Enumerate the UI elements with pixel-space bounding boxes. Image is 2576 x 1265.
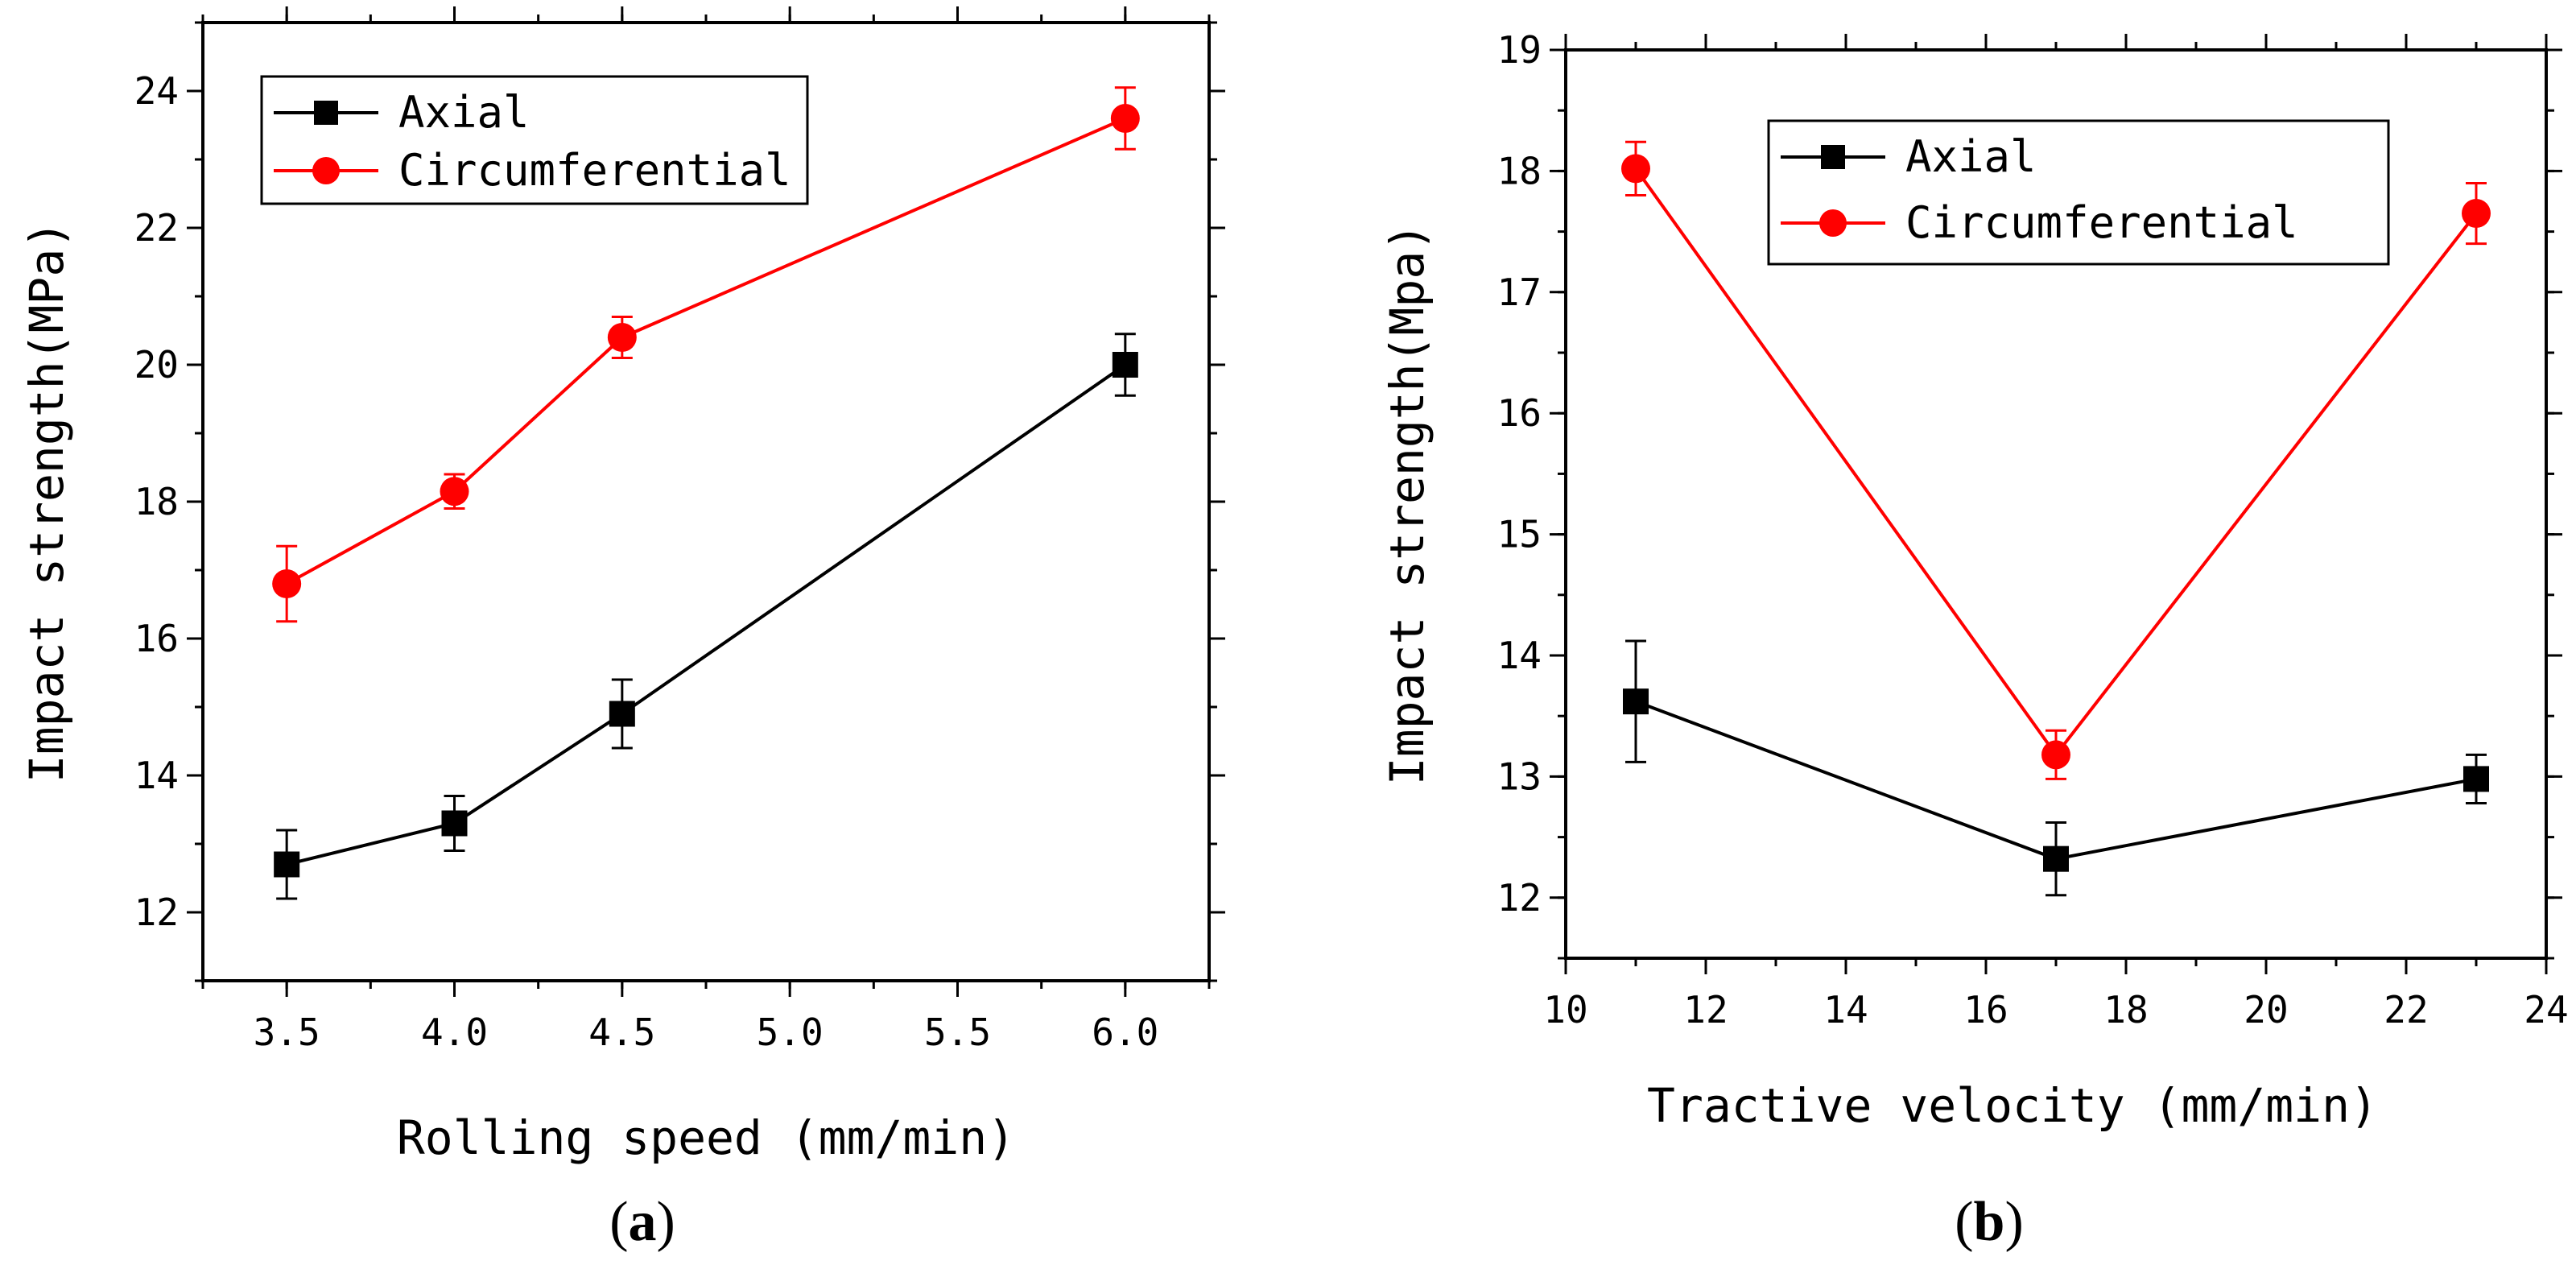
data-point bbox=[272, 569, 302, 598]
y-tick-label: 24 bbox=[134, 69, 179, 113]
series-line bbox=[286, 363, 1126, 866]
y-tick-label: 19 bbox=[1497, 28, 1542, 72]
x-axis-title: Tractive velocity (mm/min) bbox=[1647, 1078, 2378, 1133]
legend-label: Circumferential bbox=[1905, 197, 2298, 248]
legend-marker bbox=[314, 101, 338, 125]
x-tick-label: 4.5 bbox=[588, 1011, 655, 1054]
y-axis-title: Impact strength(MPa) bbox=[19, 221, 74, 783]
data-point bbox=[2041, 740, 2070, 770]
legend-box bbox=[260, 75, 809, 205]
x-tick-label: 6.0 bbox=[1092, 1011, 1158, 1054]
legend-label: Axial bbox=[398, 87, 530, 138]
y-tick-label: 20 bbox=[134, 343, 179, 387]
data-point bbox=[274, 851, 300, 878]
series-line bbox=[286, 117, 1126, 585]
panel-label-letter: b bbox=[1974, 1191, 2005, 1253]
legend-marker bbox=[1821, 145, 1845, 169]
series-axial bbox=[1623, 639, 2489, 897]
panel-label-close: ) bbox=[657, 1191, 675, 1253]
data-point bbox=[2462, 199, 2491, 229]
series-axial bbox=[274, 333, 1138, 900]
data-point bbox=[441, 810, 468, 837]
x-tick-label: 14 bbox=[1823, 988, 1868, 1031]
x-tick-label: 10 bbox=[1543, 988, 1587, 1031]
legend-label: Circumferential bbox=[398, 145, 791, 196]
legend-marker bbox=[1819, 209, 1847, 237]
x-tick-label: 3.5 bbox=[254, 1011, 320, 1054]
panel-label: (b) bbox=[1955, 1191, 2024, 1253]
series-circumferential bbox=[272, 86, 1140, 623]
y-tick-label: 22 bbox=[134, 206, 179, 250]
y-tick-label: 12 bbox=[1497, 876, 1542, 920]
legend: Axial Circumferential bbox=[260, 75, 809, 205]
x-tick-label: 4.0 bbox=[421, 1011, 488, 1054]
data-point bbox=[609, 701, 635, 727]
x-tick-label: 5.0 bbox=[757, 1011, 824, 1054]
y-tick-label: 16 bbox=[1497, 391, 1542, 435]
legend: Axial Circumferential bbox=[1767, 119, 2390, 266]
x-tick-label: 12 bbox=[1683, 988, 1728, 1031]
y-tick-label: 15 bbox=[1497, 513, 1542, 556]
panel-label-close: ) bbox=[2004, 1191, 2023, 1253]
data-point bbox=[607, 323, 637, 352]
panel-label-letter: a bbox=[629, 1191, 657, 1253]
chart-panel-a: 3.5 4.0 4.5 5.0 5.5 6.0 12 14 16 18 20 22 24 Rolling … bbox=[19, 6, 1225, 1253]
panel-label: (a) bbox=[609, 1191, 675, 1253]
data-point bbox=[2043, 845, 2069, 872]
x-tick-label: 16 bbox=[1963, 988, 2008, 1031]
y-axis-title: Impact strength(Mpa) bbox=[1380, 223, 1435, 785]
data-point bbox=[1621, 154, 1650, 184]
y-tick-label: 14 bbox=[1497, 634, 1542, 677]
data-point bbox=[440, 477, 469, 506]
y-tick-label: 16 bbox=[134, 617, 179, 660]
y-tick-label: 12 bbox=[134, 891, 179, 934]
legend-label: Axial bbox=[1905, 131, 2037, 182]
series-circumferential bbox=[1621, 140, 2491, 780]
x-tick-label: 24 bbox=[2524, 988, 2568, 1031]
x-tick-label: 5.5 bbox=[924, 1011, 991, 1054]
y-tick-label: 18 bbox=[1497, 149, 1542, 192]
legend-box bbox=[1767, 119, 2390, 266]
y-tick-label: 17 bbox=[1497, 271, 1542, 314]
x-tick-label: 20 bbox=[2244, 988, 2288, 1031]
data-point bbox=[2463, 766, 2489, 792]
panel-label-open: ( bbox=[609, 1191, 628, 1253]
y-tick-label: 14 bbox=[134, 754, 179, 797]
panel-label-open: ( bbox=[1955, 1191, 1973, 1253]
chart-panel-b: 10 12 14 16 18 20 22 24 12 13 14 15 16 17 18 19 Tractive… bbox=[1380, 28, 2569, 1253]
data-point bbox=[1110, 104, 1140, 133]
y-tick-label: 13 bbox=[1497, 754, 1542, 798]
x-tick-label: 22 bbox=[2384, 988, 2428, 1031]
legend-marker bbox=[312, 157, 340, 184]
x-tick-label: 18 bbox=[2103, 988, 2148, 1031]
y-tick-label: 18 bbox=[134, 480, 179, 523]
data-point bbox=[1112, 352, 1138, 378]
x-axis-title: Rolling speed (mm/min) bbox=[397, 1110, 1015, 1165]
data-point bbox=[1623, 688, 1649, 715]
